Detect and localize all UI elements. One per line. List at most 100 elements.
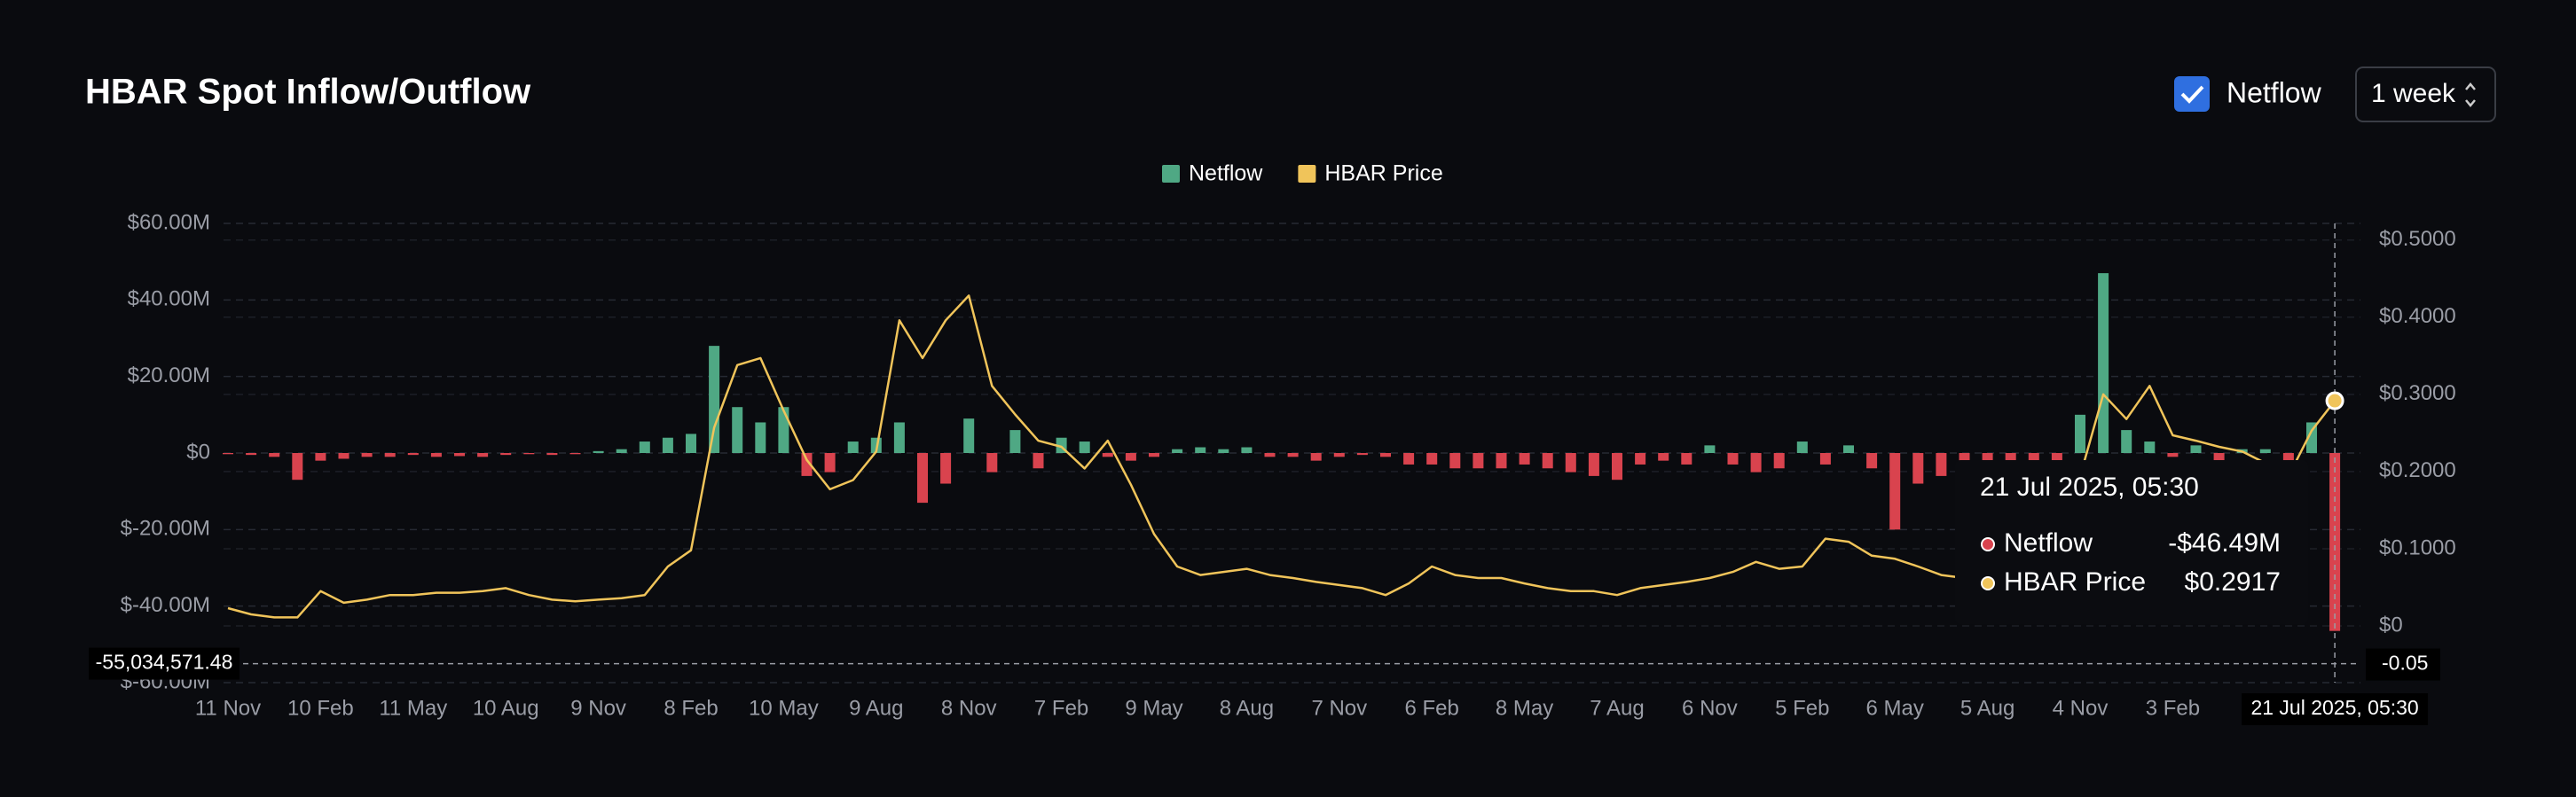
x-tick-label: 8 Nov (941, 696, 997, 720)
bar (1287, 453, 1299, 457)
bar (223, 453, 233, 455)
bar (1033, 453, 1044, 469)
bar (292, 453, 303, 481)
bar (1195, 447, 1206, 453)
bar (407, 453, 419, 456)
bar (847, 441, 859, 453)
bar (454, 453, 465, 457)
bar (523, 453, 535, 455)
bar (639, 441, 650, 453)
interval-select[interactable] (2355, 66, 2496, 122)
bar (1635, 453, 1646, 465)
tooltip-value: $0.2917 (2185, 567, 2281, 597)
hover-point (2325, 391, 2344, 410)
legend-label: HBAR Price (1324, 161, 1442, 186)
bar (593, 450, 604, 453)
bar (1519, 453, 1530, 465)
bar (986, 453, 998, 473)
bar (755, 422, 766, 453)
bar (801, 453, 813, 476)
y2-tick-label: $0.4000 (2379, 304, 2456, 328)
bar (2098, 273, 2109, 453)
bar (1565, 453, 1576, 473)
tooltip-name: HBAR Price (2004, 567, 2146, 597)
y2-tick-label: $0 (2379, 613, 2403, 637)
bar (1310, 453, 1322, 461)
interval-label[interactable]: 1 week (2371, 79, 2456, 108)
bar (709, 346, 720, 453)
bar (963, 418, 975, 453)
chart-title: HBAR Spot Inflow/Outflow (85, 73, 531, 112)
x-tick-label: 7 Aug (1590, 696, 1644, 720)
legend-label: Netflow (1189, 161, 1263, 186)
bar (917, 453, 928, 504)
crosshair-label-box (2242, 693, 2429, 725)
bar (338, 453, 349, 459)
bar (2051, 453, 2062, 461)
x-tick-label: 7 Nov (1311, 696, 1367, 720)
bar (2075, 414, 2085, 453)
x-tick-label: 10 May (749, 696, 819, 720)
bar (686, 434, 696, 453)
bar (569, 453, 581, 455)
bar (1380, 453, 1391, 457)
crosshair-y2-label: -0.05 (2382, 652, 2428, 675)
tooltip (1955, 460, 2308, 624)
bar (546, 453, 558, 456)
x-tick-label: 6 May (1866, 696, 1924, 720)
bar (1796, 441, 1808, 453)
y-tick-label: $60.00M (128, 210, 210, 234)
x-tick-label: 6 Feb (1405, 696, 1459, 720)
bar (2121, 430, 2132, 453)
bar (1866, 453, 1878, 469)
bar (1473, 453, 1484, 469)
x-tick-label: 5 Feb (1775, 696, 1829, 720)
bar (2190, 445, 2202, 453)
x-tick-label: 7 Feb (1034, 696, 1088, 720)
bar (2306, 422, 2317, 453)
tooltip-dot (1981, 576, 1995, 590)
bar (1658, 453, 1669, 461)
x-tick-label: 3 Feb (2146, 696, 2200, 720)
x-tick-label: 10 Aug (473, 696, 539, 720)
toggle-label[interactable]: Netflow (2227, 76, 2322, 108)
y-tick-label: $20.00M (128, 363, 210, 387)
bar (1588, 453, 1599, 476)
bar (1912, 453, 1924, 484)
crosshair-x-label: 21 Jul 2025, 05:30 (2250, 696, 2418, 719)
x-tick-label: 11 Nov (195, 696, 261, 720)
bar (1449, 453, 1461, 469)
bar (1009, 430, 1021, 453)
tooltip-value: -$46.49M (2168, 528, 2281, 558)
bar (2005, 453, 2016, 461)
toggle-checkbox[interactable] (2174, 76, 2210, 112)
bar (778, 407, 789, 453)
bar (315, 453, 326, 461)
legend-swatch (1298, 165, 1316, 183)
y2-tick-label: $0.2000 (2379, 458, 2456, 482)
bar (732, 407, 743, 453)
bar (1149, 453, 1159, 457)
y-tick-label: $0 (186, 440, 210, 464)
x-tick-label: 8 Aug (1220, 696, 1274, 720)
bar (2213, 453, 2225, 461)
x-tick-label: 8 May (1496, 696, 1553, 720)
bar (1241, 447, 1253, 453)
bar (246, 453, 257, 456)
bar (430, 453, 442, 457)
bar (269, 453, 280, 457)
tooltip-name: Netflow (2004, 528, 2093, 558)
bar (361, 453, 373, 457)
bar (1819, 453, 1831, 465)
bar (662, 437, 673, 453)
bar (2282, 453, 2294, 461)
check-icon (2180, 85, 2204, 104)
bar (1218, 449, 1229, 453)
bar (2144, 441, 2156, 453)
x-tick-label: 11 May (379, 696, 447, 720)
x-tick-label: 9 Nov (570, 696, 626, 720)
bar (1403, 453, 1415, 465)
x-tick-label: 6 Nov (1682, 696, 1738, 720)
bar (1333, 453, 1345, 457)
bar (384, 453, 396, 457)
